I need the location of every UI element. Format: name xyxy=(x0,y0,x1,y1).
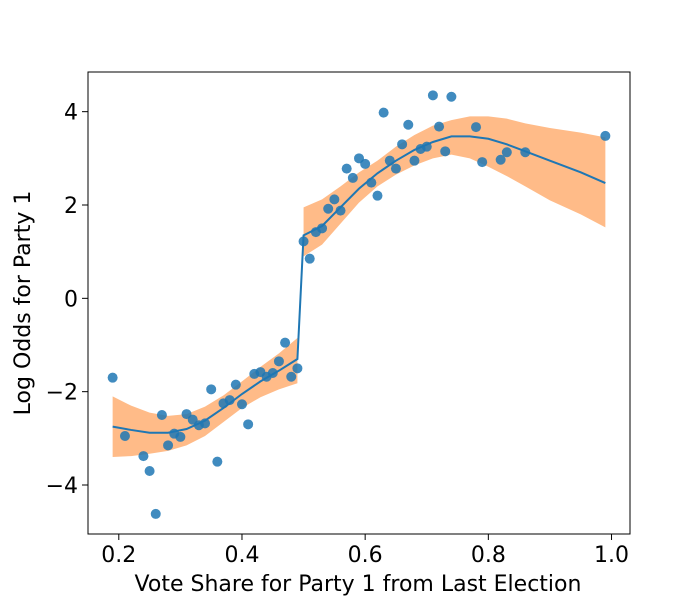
y-tick-label: 2 xyxy=(64,194,78,219)
data-point xyxy=(409,155,420,166)
data-point xyxy=(236,399,247,410)
y-tick-label: 4 xyxy=(64,101,78,126)
plot-frame xyxy=(87,71,631,535)
x-axis-label: Vote Share for Party 1 from Last Electio… xyxy=(135,572,582,597)
data-point xyxy=(335,205,346,216)
data-point xyxy=(206,384,217,395)
data-point xyxy=(200,418,211,429)
data-point xyxy=(600,130,611,141)
axis-ticks: 0.2 0.4 0.6 0.8 1.0 −4 −2 0 2 4 xyxy=(46,101,629,568)
data-point xyxy=(495,154,506,165)
data-point xyxy=(471,122,482,133)
data-point xyxy=(163,440,174,451)
data-point xyxy=(421,141,432,152)
data-point xyxy=(298,236,309,247)
x-tick-label: 0.6 xyxy=(348,543,383,568)
scatter-points-layer xyxy=(107,90,611,519)
data-point xyxy=(360,158,371,169)
data-point xyxy=(378,107,389,118)
data-point xyxy=(280,337,291,348)
data-point xyxy=(286,371,297,382)
confidence-band-layer xyxy=(112,116,606,457)
data-point xyxy=(446,91,457,102)
x-tick-label: 0.4 xyxy=(224,543,259,568)
x-tick-label: 1.0 xyxy=(594,543,629,568)
data-point xyxy=(292,363,303,374)
data-point xyxy=(119,431,130,441)
data-point xyxy=(304,253,315,264)
data-point xyxy=(520,147,531,158)
data-point xyxy=(273,356,284,367)
data-point xyxy=(384,155,395,166)
data-point xyxy=(501,147,512,158)
data-point xyxy=(243,419,254,430)
data-point xyxy=(372,190,383,201)
x-tick-label: 0.8 xyxy=(471,543,506,568)
data-point xyxy=(150,508,161,519)
data-point xyxy=(212,456,223,467)
data-point xyxy=(366,177,377,188)
x-tick-label: 0.2 xyxy=(101,543,136,568)
y-tick-label: 0 xyxy=(64,287,78,312)
data-point xyxy=(427,90,438,101)
data-point xyxy=(156,410,167,420)
y-tick-label: −2 xyxy=(46,381,78,406)
data-point xyxy=(329,194,340,205)
data-point xyxy=(390,163,401,174)
confidence-band-1 xyxy=(112,338,298,457)
data-point xyxy=(107,372,118,383)
data-point xyxy=(440,146,451,157)
y-axis-label: Log Odds for Party 1 xyxy=(11,191,36,416)
data-point xyxy=(477,157,488,168)
data-point xyxy=(230,379,241,390)
data-point xyxy=(323,203,334,214)
data-point xyxy=(317,223,328,234)
data-point xyxy=(397,139,408,150)
data-point xyxy=(144,466,155,476)
y-tick-label: −4 xyxy=(46,474,78,499)
data-point xyxy=(347,172,358,183)
data-point xyxy=(403,119,414,130)
data-point xyxy=(267,368,278,378)
data-point xyxy=(224,395,235,406)
data-point xyxy=(434,121,445,132)
data-point xyxy=(138,451,149,462)
data-point xyxy=(175,431,186,442)
data-point xyxy=(341,163,352,174)
